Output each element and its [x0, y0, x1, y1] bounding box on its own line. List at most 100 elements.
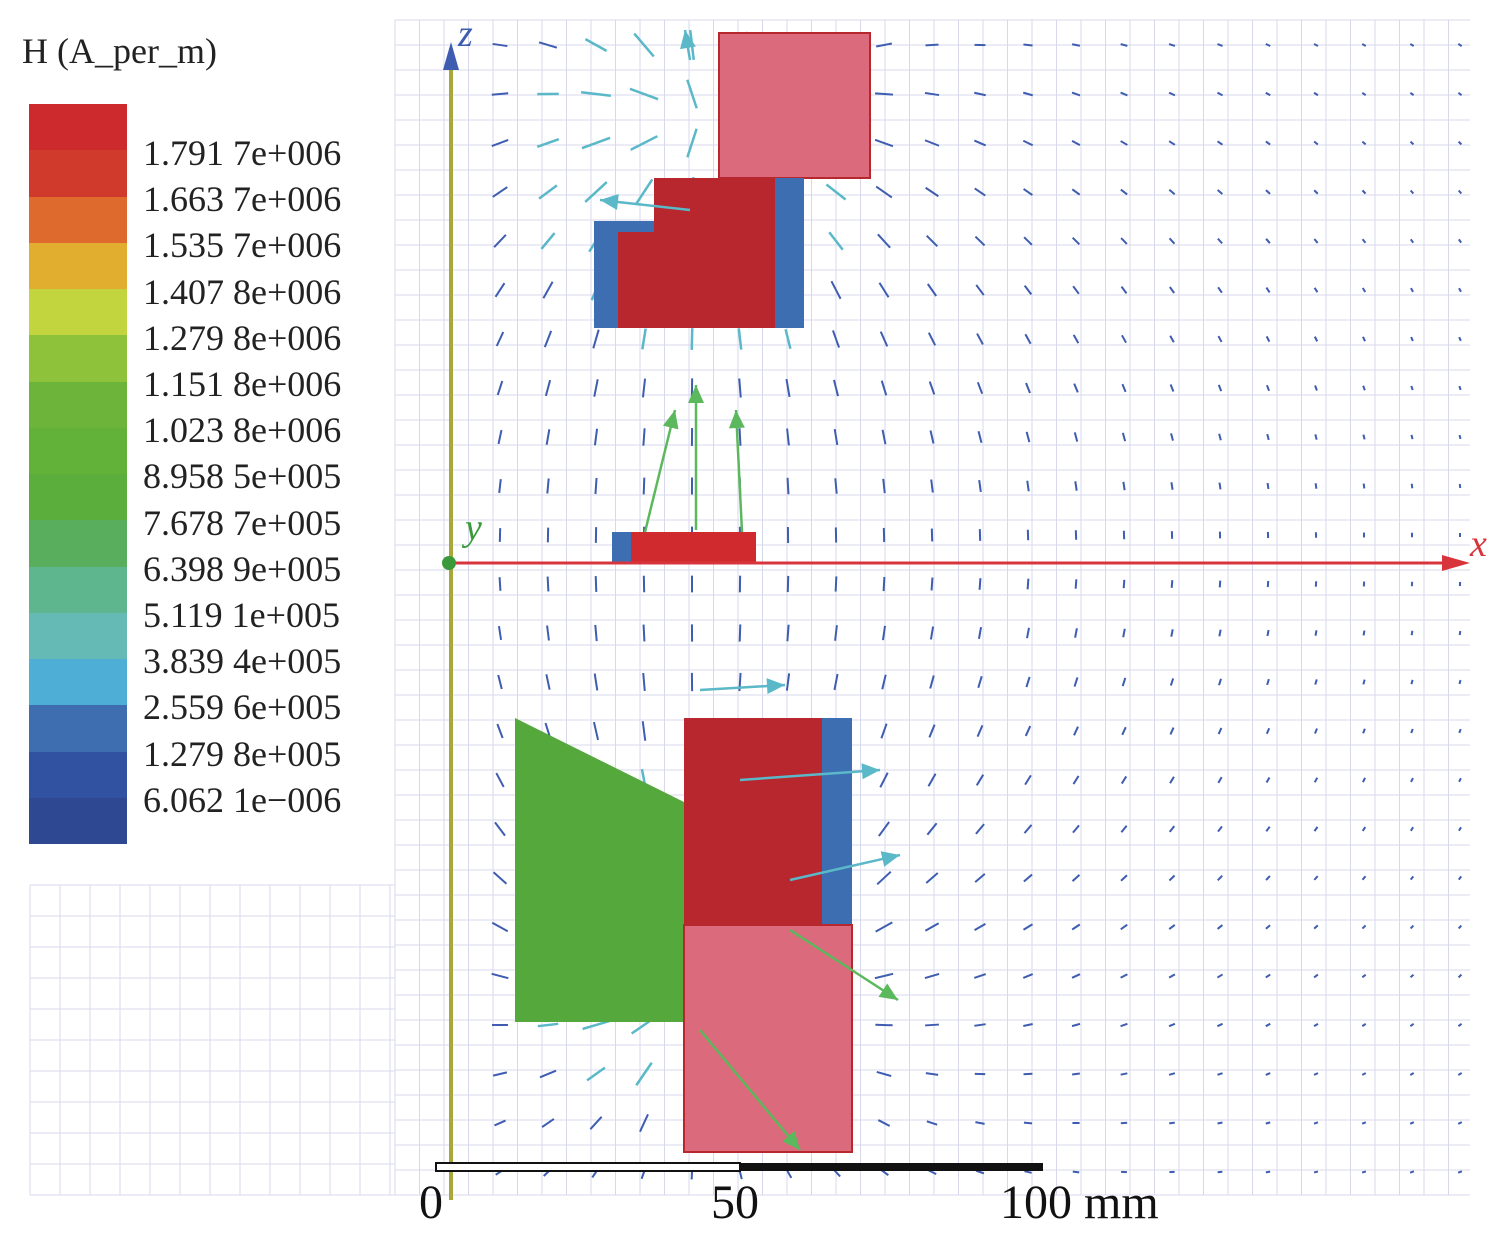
field-arrow: [1313, 1072, 1319, 1076]
field-arrow: [877, 233, 891, 249]
field-arrow: [834, 576, 838, 592]
field-arrow-strong: [789, 928, 899, 1002]
field-arrow: [878, 282, 890, 298]
field-arrow: [1169, 335, 1175, 343]
colorbar-label: 1.151 8e+006: [143, 364, 342, 405]
field-arrow: [639, 1113, 649, 1133]
field-arrow: [1265, 826, 1271, 832]
field-arrow: [1168, 874, 1176, 882]
field-arrow: [1073, 432, 1079, 442]
field-arrow: [641, 328, 647, 350]
field-arrow: [1265, 335, 1271, 343]
field-arrow: [642, 477, 646, 495]
colorbar-band: [29, 566, 127, 613]
field-arrow: [974, 235, 986, 247]
field-arrow: [1168, 91, 1176, 97]
field-arrow: [1169, 286, 1175, 294]
colorbar-band: [29, 797, 127, 844]
field-arrow: [491, 92, 509, 96]
colorbar-band: [29, 427, 127, 474]
field-arrow: [1409, 1023, 1415, 1027]
field-arrow: [1120, 1022, 1128, 1028]
field-arrow: [1410, 483, 1414, 489]
field-arrow: [1410, 434, 1414, 440]
field-arrow: [830, 280, 842, 300]
field-arrow: [974, 187, 986, 197]
field-arrow: [1266, 678, 1270, 686]
field-arrow: [492, 871, 508, 885]
field-arrow: [690, 328, 694, 350]
field-arrow: [1457, 1121, 1463, 1125]
arrowhead: [728, 410, 745, 429]
lower-red-magnet: [684, 718, 822, 925]
field-arrow: [1410, 826, 1414, 832]
field-arrow: [1314, 630, 1318, 636]
field-arrow: [1362, 630, 1366, 636]
field-arrow: [737, 328, 743, 350]
scale-label-100: 100 mm: [1000, 1176, 1159, 1229]
field-arrow: [1361, 875, 1367, 881]
colorbar-label: 5.119 1e+005: [143, 595, 340, 636]
field-arrow: [641, 721, 647, 741]
colorbar-label: 1.535 7e+006: [143, 225, 342, 266]
field-arrow: [1023, 1121, 1033, 1125]
field-arrow: [978, 480, 982, 492]
field-arrow: [584, 38, 608, 52]
field-arrow: [1362, 728, 1366, 734]
field-arrow: [1265, 384, 1271, 392]
field-arrow: [929, 430, 935, 444]
field-arrow: [1457, 1170, 1463, 1174]
field-arrow: [1217, 286, 1223, 294]
field-arrow: [1023, 824, 1033, 834]
field-arrow: [1216, 140, 1224, 146]
field-arrow: [738, 428, 742, 446]
field-arrow: [592, 721, 600, 741]
field-arrow: [1361, 1023, 1367, 1027]
field-arrow: [1361, 924, 1367, 930]
arrowhead: [782, 1131, 800, 1150]
field-arrow: [496, 380, 504, 396]
field-arrow: [1409, 875, 1415, 881]
field-arrow: [1217, 384, 1223, 392]
field-arrow: [1122, 481, 1126, 491]
field-arrow: [1168, 43, 1176, 47]
field-arrow: [1170, 580, 1174, 588]
field-arrow: [1361, 287, 1367, 293]
colorbar-band: [29, 104, 127, 151]
field-arrow: [1265, 924, 1271, 930]
field-arrow: [1314, 385, 1318, 391]
field-arrow: [973, 139, 987, 147]
field-arrow: [1313, 238, 1319, 244]
field-arrow: [1410, 630, 1414, 636]
field-arrow: [1121, 726, 1127, 736]
field-arrow: [686, 128, 698, 158]
field-arrow: [1265, 238, 1271, 244]
field-arrow-strong: [789, 853, 901, 882]
field-arrow: [1361, 1170, 1367, 1174]
colorbar-band: [29, 612, 127, 659]
field-arrow: [642, 672, 646, 692]
field-arrow: [642, 428, 646, 446]
field-arrow: [1458, 630, 1462, 636]
field-arrow: [875, 185, 893, 199]
field-arrow: [1025, 676, 1031, 688]
field-arrow: [925, 234, 939, 248]
field-arrow: [491, 921, 509, 933]
field-arrow: [1410, 385, 1414, 391]
field-arrow: [876, 1070, 892, 1078]
field-arrow: [1458, 728, 1462, 734]
field-arrow: [1218, 678, 1222, 686]
field-arrow: [924, 972, 940, 980]
field-arrow: [1022, 923, 1034, 931]
field-arrow: [1072, 775, 1080, 785]
field-arrow: [1217, 776, 1223, 784]
field-arrow: [978, 578, 982, 590]
field-arrow: [1457, 1023, 1463, 1027]
colorbar-label: 1.791 7e+006: [143, 133, 342, 173]
colorbar-label: 6.398 9e+005: [143, 548, 342, 589]
field-arrow: [1457, 924, 1463, 930]
field-arrow: [1362, 385, 1366, 391]
field-arrow: [546, 625, 550, 641]
field-arrow: [925, 1072, 939, 1076]
field-arrow: [929, 626, 935, 640]
